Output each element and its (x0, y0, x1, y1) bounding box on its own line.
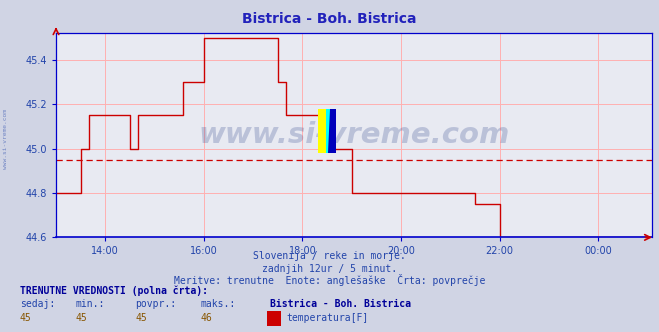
Text: 45: 45 (20, 313, 32, 323)
Text: Bistrica - Boh. Bistrica: Bistrica - Boh. Bistrica (270, 299, 411, 309)
Text: temperatura[F]: temperatura[F] (287, 313, 369, 323)
Text: sedaj:: sedaj: (20, 299, 55, 309)
Text: www.si-vreme.com: www.si-vreme.com (198, 121, 510, 149)
Text: 45: 45 (76, 313, 88, 323)
Text: www.si-vreme.com: www.si-vreme.com (3, 110, 8, 169)
Text: maks.:: maks.: (201, 299, 236, 309)
Text: povpr.:: povpr.: (135, 299, 176, 309)
Text: Bistrica - Boh. Bistrica: Bistrica - Boh. Bistrica (243, 12, 416, 26)
Text: TRENUTNE VREDNOSTI (polna črta):: TRENUTNE VREDNOSTI (polna črta): (20, 285, 208, 296)
Polygon shape (328, 109, 337, 153)
Text: min.:: min.: (76, 299, 105, 309)
Bar (326, 109, 333, 153)
Text: zadnjih 12ur / 5 minut.: zadnjih 12ur / 5 minut. (262, 264, 397, 274)
Text: Slovenija / reke in morje.: Slovenija / reke in morje. (253, 251, 406, 261)
Text: 46: 46 (201, 313, 213, 323)
Bar (318, 109, 326, 153)
Text: 45: 45 (135, 313, 147, 323)
Text: Meritve: trenutne  Enote: anglešaške  Črta: povprečje: Meritve: trenutne Enote: anglešaške Črta… (174, 274, 485, 286)
